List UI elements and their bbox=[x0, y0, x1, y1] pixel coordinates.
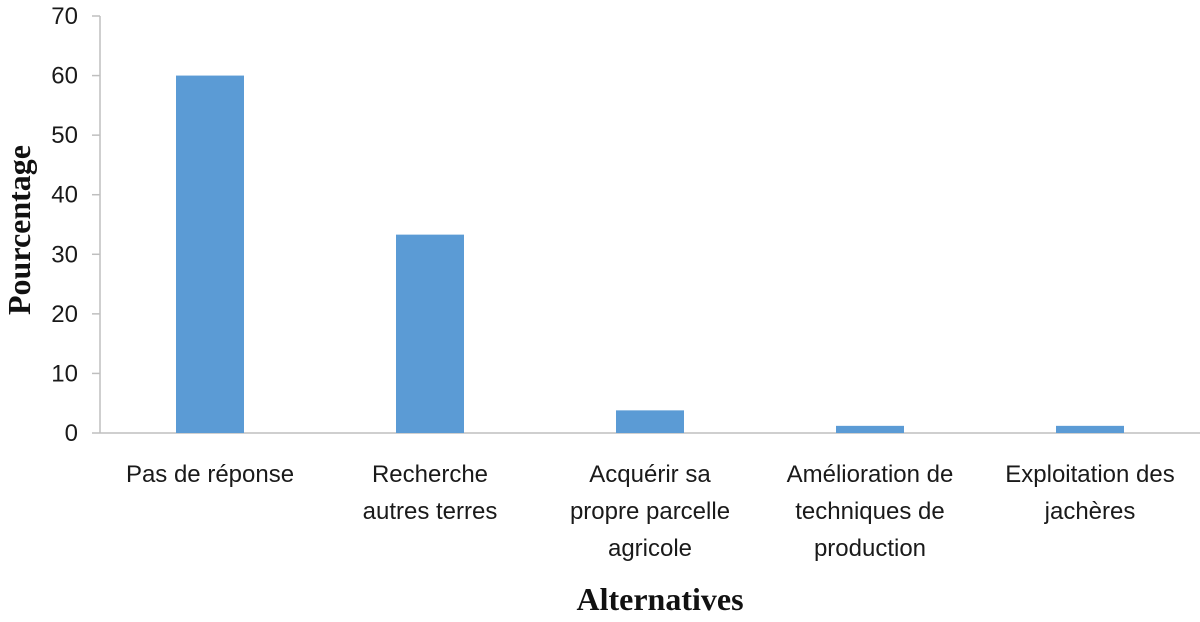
bar bbox=[1056, 425, 1124, 433]
x-category-label-line: Acquérir sa bbox=[589, 461, 711, 488]
y-tick-label: 70 bbox=[51, 3, 78, 30]
x-category-label-line: production bbox=[814, 535, 926, 562]
x-category-label-line: propre parcelle bbox=[570, 498, 730, 525]
x-category-label-line: Pas de réponse bbox=[126, 461, 294, 488]
x-category-label-line: Exploitation des bbox=[1005, 461, 1174, 488]
x-category-label-line: Amélioration de bbox=[787, 461, 954, 488]
y-axis-title: Pourcentage bbox=[1, 145, 37, 315]
y-tick-label: 0 bbox=[65, 420, 78, 447]
bar bbox=[176, 75, 244, 434]
y-tick-label: 30 bbox=[51, 241, 78, 268]
x-category-label-line: autres terres bbox=[363, 498, 498, 525]
bar bbox=[836, 425, 904, 433]
x-category-label-line: agricole bbox=[608, 535, 692, 562]
bars bbox=[176, 75, 1124, 434]
x-category-label: Pas de réponse bbox=[126, 461, 294, 488]
y-tick-label: 50 bbox=[51, 122, 78, 149]
x-category-label: Amélioration de techniques de production bbox=[787, 461, 954, 562]
x-category-label-line: techniques de bbox=[795, 498, 944, 525]
y-axis-ticks: 0 10 20 30 40 50 60 70 bbox=[51, 3, 100, 447]
y-tick-label: 60 bbox=[51, 63, 78, 90]
y-tick-label: 40 bbox=[51, 182, 78, 209]
bar bbox=[396, 234, 464, 433]
x-axis-title: Alternatives bbox=[576, 581, 743, 617]
x-category-label-line: Recherche bbox=[372, 461, 488, 488]
x-category-label: Recherche autres terres bbox=[363, 461, 498, 525]
y-tick-label: 10 bbox=[51, 360, 78, 387]
x-category-label: Exploitation des jachères bbox=[1005, 461, 1174, 525]
y-tick-label: 20 bbox=[51, 301, 78, 328]
bar bbox=[616, 410, 684, 433]
x-axis-category-labels: Pas de réponse Recherche autres terres Acqu… bbox=[126, 461, 1175, 562]
x-category-label: Acquérir sa propre parcelle agricole bbox=[570, 461, 730, 562]
x-category-label-line: jachères bbox=[1044, 498, 1136, 525]
